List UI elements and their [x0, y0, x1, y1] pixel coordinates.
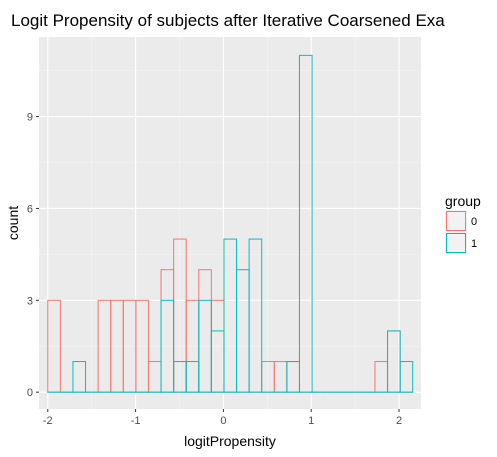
- legend-key-group-1: [446, 233, 466, 253]
- histogram-bar-group-1: [399, 361, 414, 393]
- legend-key-group-0: [446, 211, 466, 231]
- legend-key-background: [445, 210, 467, 232]
- y-tick-label: 6: [27, 203, 33, 215]
- chart-title: Logit Propensity of subjects after Itera…: [11, 11, 445, 30]
- histogram-bar-group-1: [72, 361, 87, 393]
- x-tick-label: -2: [43, 415, 53, 427]
- legend: group 0 1: [445, 193, 481, 254]
- x-axis-title: logitPropensity: [184, 433, 276, 449]
- legend-key-background: [445, 232, 467, 254]
- y-tick-label: 3: [27, 295, 33, 307]
- histogram-bars: [47, 54, 414, 393]
- y-tick-label: 0: [27, 387, 33, 399]
- x-tick-label: 0: [220, 415, 226, 427]
- x-tick-label: 2: [396, 415, 402, 427]
- y-axis-title: count: [5, 206, 21, 240]
- x-tick-label: -1: [131, 415, 141, 427]
- histogram-bar-group-1: [298, 54, 313, 393]
- histogram-bar-group-1: [160, 299, 175, 393]
- plot-panel: [39, 37, 421, 409]
- x-tick-label: 1: [308, 415, 314, 427]
- legend-label-group-0: 0: [471, 216, 477, 228]
- axes: -2 -1 0 1 2 0 3 6 9: [27, 112, 402, 427]
- legend-label-group-1: 1: [471, 238, 477, 250]
- y-tick-label: 9: [27, 112, 33, 124]
- histogram-bar-group-1: [248, 238, 263, 393]
- legend-title: group: [445, 193, 481, 209]
